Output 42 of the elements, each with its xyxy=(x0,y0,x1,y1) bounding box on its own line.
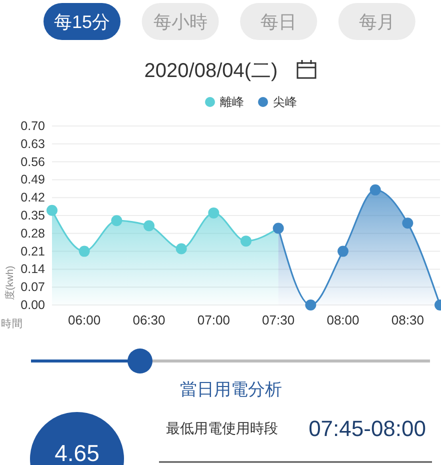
legend-label: 尖峰 xyxy=(273,95,297,109)
point xyxy=(338,246,348,257)
chart-title: 2020/08/04(二) xyxy=(144,60,278,82)
text: 4.65 xyxy=(54,440,100,465)
x-tick-label: 06:30 xyxy=(132,312,166,328)
text: 每日 xyxy=(260,12,297,32)
y-tick-label: 0.21 xyxy=(20,244,46,258)
text: 每月 xyxy=(358,12,395,32)
point xyxy=(176,243,187,254)
text: 當日用電分析 xyxy=(180,380,282,398)
point xyxy=(305,300,316,310)
point xyxy=(144,220,154,232)
x-tick-label: 07:30 xyxy=(262,312,295,328)
y-tick-label: 0.70 xyxy=(20,119,46,133)
point xyxy=(272,222,284,234)
y-tick-label: 0.00 xyxy=(20,298,46,312)
point xyxy=(402,218,414,229)
point xyxy=(240,236,252,247)
point xyxy=(208,207,220,218)
y-tick-label: 0.49 xyxy=(20,172,46,187)
y-tick-label: 0.42 xyxy=(20,190,46,205)
x-tick-label: 06:00 xyxy=(68,312,101,328)
point xyxy=(370,184,381,196)
x-tick-label: 08:30 xyxy=(391,312,424,328)
y-tick-label: 0.63 xyxy=(20,136,46,151)
y-tick-label: 0.35 xyxy=(20,208,46,222)
text: 最低用電使用時段 xyxy=(166,420,278,436)
y-tick-label: 0.56 xyxy=(20,154,46,169)
x-tick-label: 07:00 xyxy=(197,312,230,328)
x-axis-title: 時間 xyxy=(1,317,23,330)
text: 07:45-08:00 xyxy=(308,416,426,440)
y-tick-label: 0.07 xyxy=(20,280,46,294)
text: 每15分 xyxy=(54,12,110,32)
point xyxy=(111,215,122,226)
point xyxy=(46,204,58,216)
x-tick-label: 08:00 xyxy=(326,312,360,328)
legend-label: 離峰 xyxy=(220,95,244,109)
y-tick-label: 0.28 xyxy=(20,226,46,240)
text: 每小時 xyxy=(153,12,208,32)
y-axis-title: 度(kwh) xyxy=(4,266,16,300)
point xyxy=(78,246,90,257)
y-tick-label: 0.14 xyxy=(20,262,46,276)
